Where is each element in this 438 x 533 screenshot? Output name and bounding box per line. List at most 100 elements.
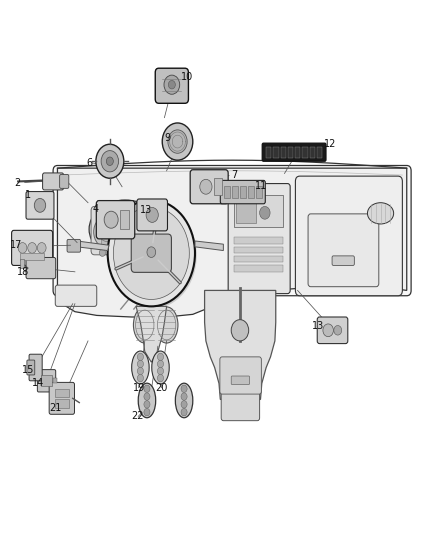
Bar <box>20 259 24 268</box>
Text: 14: 14 <box>32 378 44 389</box>
Text: 12: 12 <box>324 139 336 149</box>
Circle shape <box>138 353 144 361</box>
Circle shape <box>146 207 158 222</box>
Text: 20: 20 <box>155 383 168 393</box>
Text: 15: 15 <box>21 365 34 375</box>
Polygon shape <box>57 168 407 317</box>
Circle shape <box>113 207 189 300</box>
FancyBboxPatch shape <box>26 191 54 219</box>
Circle shape <box>117 249 123 256</box>
Ellipse shape <box>155 307 178 343</box>
FancyBboxPatch shape <box>67 239 81 252</box>
Circle shape <box>96 144 124 178</box>
Text: 6: 6 <box>86 158 92 168</box>
Ellipse shape <box>138 383 155 418</box>
Circle shape <box>323 324 333 337</box>
Bar <box>101 238 141 248</box>
Circle shape <box>168 130 187 154</box>
Bar <box>273 147 279 158</box>
Bar <box>317 147 322 158</box>
FancyBboxPatch shape <box>42 173 64 190</box>
Text: 10: 10 <box>181 72 194 82</box>
Circle shape <box>157 353 163 361</box>
Bar <box>288 147 293 158</box>
Text: 9: 9 <box>164 133 170 143</box>
Ellipse shape <box>175 383 193 418</box>
Circle shape <box>260 206 270 219</box>
Circle shape <box>18 243 27 253</box>
Circle shape <box>334 326 342 335</box>
FancyBboxPatch shape <box>60 174 69 188</box>
Bar <box>214 178 223 195</box>
FancyBboxPatch shape <box>221 390 260 421</box>
Circle shape <box>138 360 144 368</box>
FancyBboxPatch shape <box>137 199 167 231</box>
Bar <box>55 389 69 397</box>
Circle shape <box>147 247 155 257</box>
Ellipse shape <box>152 351 169 384</box>
Polygon shape <box>77 241 109 251</box>
Circle shape <box>108 200 195 306</box>
Circle shape <box>181 401 187 408</box>
FancyBboxPatch shape <box>49 382 74 414</box>
Text: 2: 2 <box>14 177 20 188</box>
Circle shape <box>157 367 163 375</box>
Polygon shape <box>205 290 276 399</box>
Bar <box>232 185 238 198</box>
FancyBboxPatch shape <box>96 200 135 239</box>
FancyBboxPatch shape <box>220 357 261 394</box>
Circle shape <box>104 211 118 228</box>
Circle shape <box>181 393 187 400</box>
Bar <box>234 237 283 244</box>
Text: 18: 18 <box>17 267 29 277</box>
FancyBboxPatch shape <box>53 165 411 296</box>
Text: 22: 22 <box>132 411 144 422</box>
Circle shape <box>157 360 163 368</box>
FancyBboxPatch shape <box>27 360 35 375</box>
Bar <box>240 185 246 198</box>
Bar <box>234 195 283 227</box>
Bar <box>53 378 57 383</box>
Bar <box>234 247 283 253</box>
Bar <box>302 147 307 158</box>
Bar <box>310 147 315 158</box>
Circle shape <box>144 401 150 408</box>
Circle shape <box>138 367 144 375</box>
Circle shape <box>144 385 150 392</box>
Circle shape <box>138 374 144 382</box>
Circle shape <box>164 75 180 94</box>
Text: 13: 13 <box>311 320 324 330</box>
Circle shape <box>200 179 212 194</box>
Circle shape <box>168 80 175 89</box>
Bar <box>20 253 44 260</box>
Bar <box>256 185 262 198</box>
Bar <box>120 210 130 229</box>
Bar <box>248 185 254 198</box>
Text: 21: 21 <box>49 403 62 414</box>
Ellipse shape <box>89 200 161 259</box>
Bar <box>41 375 52 386</box>
Text: 11: 11 <box>255 181 267 191</box>
Circle shape <box>101 151 119 172</box>
Text: 7: 7 <box>231 169 237 180</box>
Circle shape <box>231 320 249 341</box>
Circle shape <box>37 243 46 253</box>
FancyBboxPatch shape <box>37 369 56 392</box>
FancyBboxPatch shape <box>29 354 42 381</box>
Polygon shape <box>195 241 223 251</box>
FancyBboxPatch shape <box>220 180 265 204</box>
Circle shape <box>162 123 193 160</box>
FancyBboxPatch shape <box>308 214 379 287</box>
Bar <box>55 399 69 408</box>
Circle shape <box>106 157 113 165</box>
FancyBboxPatch shape <box>91 206 159 255</box>
FancyBboxPatch shape <box>55 285 97 306</box>
Circle shape <box>99 249 106 256</box>
Text: 13: 13 <box>141 205 153 215</box>
FancyBboxPatch shape <box>295 176 403 296</box>
Circle shape <box>110 202 197 309</box>
Polygon shape <box>136 306 166 362</box>
Bar <box>266 147 272 158</box>
Circle shape <box>108 249 114 256</box>
Circle shape <box>34 198 46 212</box>
